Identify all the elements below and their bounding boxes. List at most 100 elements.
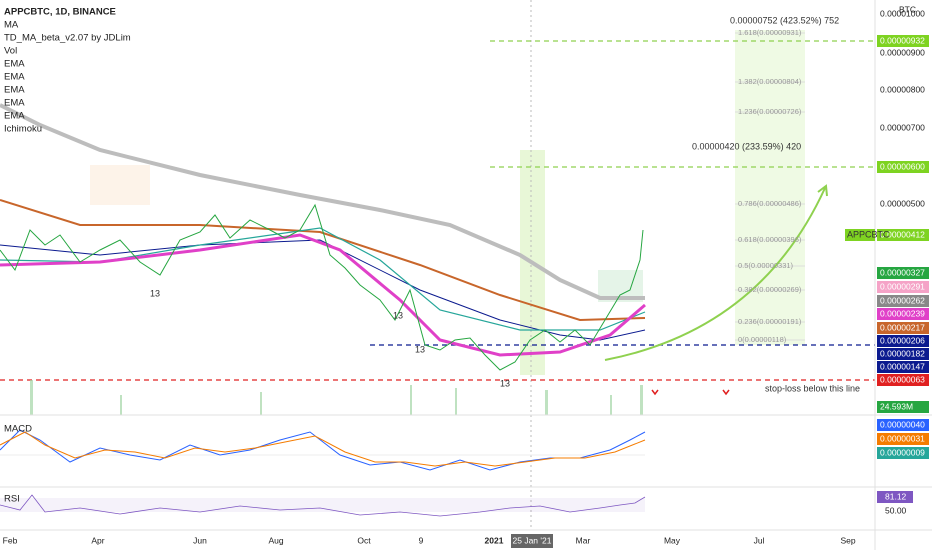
fib-label: 1.236(0.00000726) [738, 107, 802, 116]
price-label: 0.00000063 [880, 374, 925, 384]
td-count: 13 [500, 378, 510, 388]
price-label: 0.00000600 [880, 161, 925, 171]
time-label: Jul [754, 535, 765, 545]
price-tag [877, 374, 929, 386]
ema-line [0, 199, 646, 322]
price-label: 0.00000182 [880, 348, 925, 358]
price-label: 0.00000147 [880, 361, 925, 371]
time-label: 9 [419, 535, 424, 545]
price-tag [877, 295, 929, 307]
price-tag [877, 348, 929, 360]
price-tag [877, 401, 929, 413]
rsi-line [0, 494, 646, 517]
ema-line [0, 227, 646, 331]
price-tag [877, 308, 929, 320]
price-tag [877, 229, 929, 241]
symbol-tag [845, 229, 875, 241]
price-tag [877, 267, 929, 279]
price-tag [877, 161, 929, 173]
pane-title: MACD [4, 424, 32, 435]
time-label: Sep [840, 535, 855, 545]
cloud [90, 165, 150, 205]
rsi-band [0, 498, 645, 512]
fib-label: 0.236(0.00000191) [738, 317, 802, 326]
price-label: 0.00000900 [880, 47, 925, 57]
price-label: 0.00000262 [880, 295, 925, 305]
price-tag [877, 35, 929, 47]
fib-lines [735, 32, 805, 341]
ema-line [0, 239, 646, 341]
symbol-tag-label: APPCBTC [847, 229, 890, 239]
indicator-label: Ichimoku [4, 124, 42, 135]
fib-label: 0.382(0.00000269) [738, 285, 802, 294]
rsi-tag [877, 491, 913, 503]
price-label: 0.00000217 [880, 322, 925, 332]
macd-tag [877, 433, 929, 445]
time-label: 2021 [485, 535, 504, 545]
indicator-label: EMA [4, 85, 25, 96]
indicator-label: EMA [4, 98, 25, 109]
time-label: Oct [357, 535, 371, 545]
rsi-label: 81.12 [885, 491, 907, 501]
price-label: 0.00000239 [880, 308, 925, 318]
projection-arrow [604, 187, 826, 361]
indicator-label: EMA [4, 111, 25, 122]
price-label: 0.00000412 [880, 229, 925, 239]
down-arrows [651, 389, 730, 396]
td-count: 13 [415, 344, 425, 354]
ema-line [0, 233, 646, 357]
stop-loss-label: stop-loss below this line [765, 383, 860, 393]
pane-title: RSI [4, 494, 20, 505]
fib-label: 0.786(0.00000486) [738, 199, 802, 208]
price-label: 24.593M [880, 401, 913, 411]
indicator-label: Vol [4, 46, 17, 57]
indicator-label: EMA [4, 72, 25, 83]
price-tag [877, 361, 929, 373]
target-label: 0.00000752 (423.52%) 752 [730, 15, 839, 25]
time-label: Aug [268, 535, 283, 545]
time-label: Mar [576, 535, 591, 545]
macd-label: 0.00000009 [880, 447, 925, 457]
ma-line [0, 103, 645, 300]
volume [30, 380, 643, 415]
price-tag [877, 281, 929, 293]
td-count: 13 [393, 310, 403, 320]
fib-label: 0.5(0.00000331) [738, 261, 794, 270]
cursor-date-tag [511, 534, 553, 548]
signal-line [0, 431, 646, 467]
macd-tag [877, 419, 929, 431]
price-line [0, 203, 644, 371]
macd-label: 0.00000031 [880, 433, 925, 443]
cursor-date: 25 Jan '21 [513, 535, 552, 545]
price-label: 0.00000291 [880, 281, 925, 291]
price-label: 0.00000700 [880, 122, 925, 132]
indicator-label: EMA [4, 59, 25, 70]
price-label: 0.00000327 [880, 267, 925, 277]
rsi-label: 50.00 [885, 505, 907, 515]
price-tag [877, 322, 929, 334]
fib-label: 0(0.00000118) [738, 335, 787, 344]
time-label: May [664, 535, 681, 545]
fib-label: 1.382(0.00000804) [738, 77, 802, 86]
time-label: Jun [193, 535, 207, 545]
fib-label: 1.618(0.00000931) [738, 28, 802, 37]
arrow-head [817, 184, 828, 197]
price-tag [877, 335, 929, 347]
indicator-label: MA [4, 20, 19, 31]
price-label: 0.00000206 [880, 335, 925, 345]
price-label: 0.00000500 [880, 198, 925, 208]
target-label: 0.00000420 (233.59%) 420 [692, 141, 801, 151]
axis-unit: BTC [899, 4, 916, 14]
td-count: 13 [150, 288, 160, 298]
symbol-title: APPCBTC, 1D, BINANCE [4, 7, 116, 18]
macd-label: 0.00000040 [880, 419, 925, 429]
indicator-label: TD_MA_beta_v2.07 by JDLim [4, 33, 131, 44]
time-label: Apr [91, 535, 104, 545]
price-label: 0.00000932 [880, 35, 925, 45]
price-label: 0.00001000 [880, 8, 925, 18]
time-label: Feb [3, 535, 18, 545]
macd-tag [877, 447, 929, 459]
price-label: 0.00000800 [880, 84, 925, 94]
fib-label: 0.618(0.00000396) [738, 235, 802, 244]
